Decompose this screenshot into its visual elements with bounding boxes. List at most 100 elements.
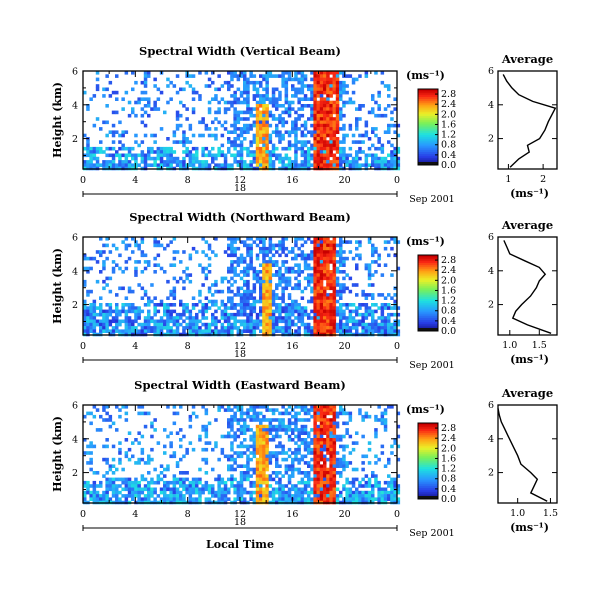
heatmap-cell	[198, 163, 202, 167]
heatmap-cell	[115, 150, 119, 154]
heatmap-cell	[393, 293, 397, 297]
heatmap-cell	[371, 487, 375, 492]
heatmap-cell	[297, 487, 301, 492]
heatmap-cell	[377, 316, 381, 320]
heatmap-cell	[380, 143, 385, 148]
heatmap-cell	[329, 143, 333, 148]
heatmap-cell	[297, 97, 301, 101]
heatmap-cell	[332, 299, 337, 304]
heatmap-cell	[92, 146, 97, 151]
heatmap-cell	[393, 240, 397, 244]
heatmap-cell	[89, 146, 93, 151]
heatmap-cell	[291, 270, 295, 274]
heatmap-cell	[303, 438, 308, 442]
heatmap-cell	[188, 84, 193, 88]
heatmap-cell	[271, 246, 276, 251]
heatmap-cell	[294, 146, 298, 151]
heatmap-cell	[351, 447, 356, 452]
heatmap-cell	[310, 438, 314, 442]
heatmap-cell	[303, 444, 308, 449]
x-tick-label: 8	[185, 509, 191, 520]
heatmap-cell	[339, 250, 343, 254]
heatmap-cell	[233, 326, 237, 330]
heatmap-cell	[291, 130, 295, 134]
heatmap-cell	[377, 487, 381, 492]
heatmap-cell	[374, 303, 378, 307]
heatmap-cell	[111, 326, 116, 330]
heatmap-cell	[275, 296, 279, 300]
heatmap-cell	[268, 454, 273, 459]
heatmap-cell	[108, 329, 113, 333]
heatmap-cell	[355, 140, 359, 144]
heatmap-cell	[259, 270, 263, 274]
heatmap-cell	[294, 130, 298, 134]
heatmap-cell	[284, 464, 289, 468]
heatmap-cell	[108, 467, 113, 472]
heatmap-cell	[92, 471, 97, 475]
heatmap-cell	[342, 263, 346, 267]
heatmap-cell	[124, 246, 129, 251]
heatmap-cell	[137, 494, 141, 498]
heatmap-cell	[201, 329, 205, 333]
heatmap-cell	[377, 494, 381, 498]
heatmap-cell	[259, 309, 263, 314]
heatmap-cell	[278, 160, 282, 164]
heatmap-cell	[335, 411, 340, 416]
avg-y-tick-label: 4	[488, 434, 494, 445]
heatmap-cell	[323, 160, 327, 164]
heatmap-cell	[134, 490, 138, 495]
heatmap-cell	[239, 253, 244, 258]
heatmap-cell	[313, 260, 317, 264]
heatmap-cell	[323, 411, 327, 416]
heatmap-cell	[390, 156, 394, 161]
heatmap-cell	[339, 246, 343, 251]
heatmap-cell	[323, 153, 327, 158]
heatmap-cell	[345, 487, 349, 492]
heatmap-cell	[361, 163, 365, 167]
heatmap-cell	[83, 414, 87, 419]
heatmap-cell	[137, 322, 141, 327]
heatmap-cell	[262, 250, 266, 254]
heatmap-cell	[198, 467, 202, 472]
heatmap-cell	[102, 87, 106, 92]
heatmap-cell	[124, 405, 129, 409]
colorbar-step	[418, 279, 438, 282]
heatmap-cell	[198, 438, 202, 442]
heatmap-cell	[191, 133, 196, 138]
heatmap-cell	[332, 309, 337, 314]
heatmap-cell	[204, 123, 209, 128]
heatmap-cell	[252, 490, 257, 495]
heatmap-cell	[342, 80, 346, 85]
heatmap-cell	[143, 484, 148, 488]
heatmap-cell	[335, 279, 340, 284]
heatmap-cell	[163, 150, 167, 154]
heatmap-cell	[252, 306, 257, 310]
heatmap-cell	[332, 133, 337, 138]
heatmap-cell	[265, 71, 269, 75]
heatmap-cell	[364, 494, 369, 498]
heatmap-cell	[355, 441, 359, 445]
heatmap-cell	[102, 260, 106, 264]
heatmap-cell	[243, 74, 247, 78]
heatmap-cell	[262, 270, 266, 274]
heatmap-cell	[191, 156, 196, 161]
heatmap-cell	[102, 326, 106, 330]
heatmap-cell	[351, 322, 356, 327]
heatmap-cell	[271, 418, 276, 422]
heatmap-cell	[220, 447, 225, 452]
heatmap-cell	[143, 156, 148, 161]
heatmap-cell	[255, 424, 260, 429]
heatmap-cell	[323, 256, 327, 261]
heatmap-cell	[342, 90, 346, 95]
heatmap-cell	[335, 150, 340, 154]
heatmap-cell	[339, 296, 343, 300]
heatmap-cell	[342, 156, 346, 161]
heatmap-cell	[339, 326, 343, 330]
heatmap-cell	[262, 104, 266, 108]
heatmap	[83, 71, 401, 171]
heatmap-cell	[339, 474, 343, 478]
heatmap-cell	[377, 326, 381, 330]
heatmap-cell	[140, 153, 145, 158]
heatmap-cell	[227, 146, 231, 151]
heatmap-cell	[297, 319, 301, 324]
